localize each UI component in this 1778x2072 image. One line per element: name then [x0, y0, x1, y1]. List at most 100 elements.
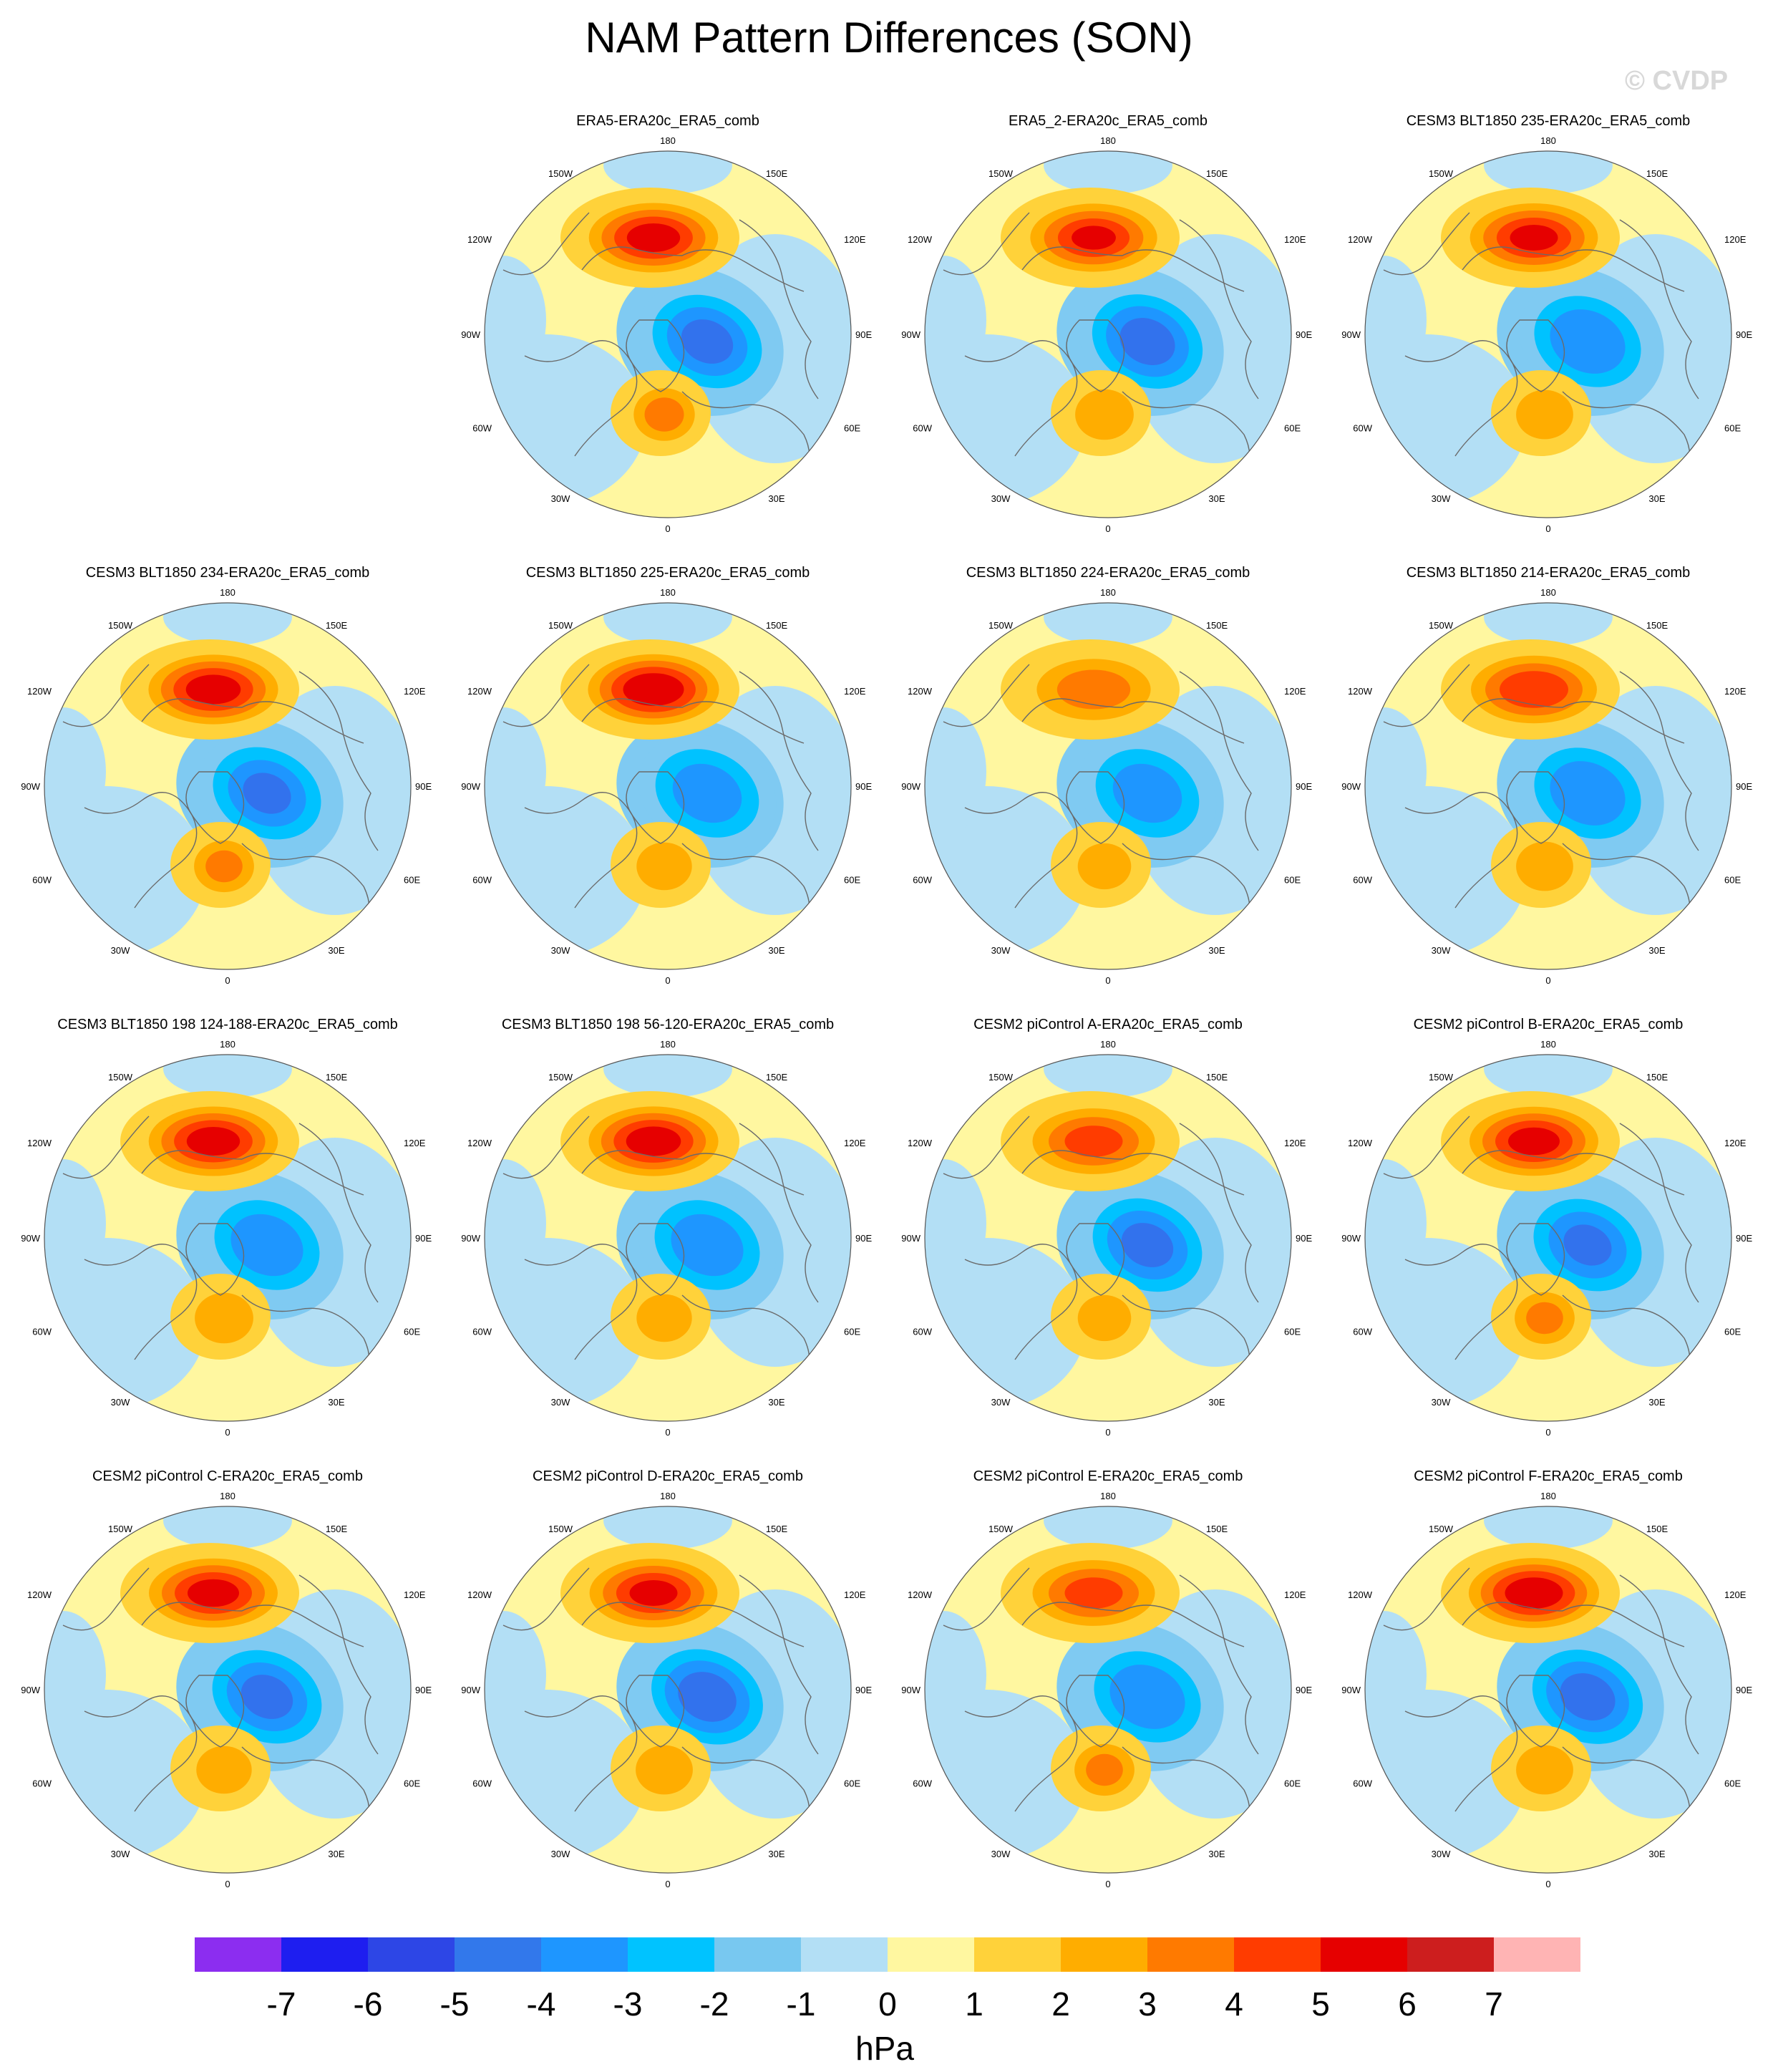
- coastline: [141, 698, 364, 744]
- negative-region: [485, 707, 546, 836]
- negative-region: [925, 1159, 986, 1288]
- panel-title: CESM2 piControl A-ERA20c_ERA5_comb: [973, 1017, 1243, 1032]
- panel-title: CESM2 piControl D-ERA20c_ERA5_comb: [533, 1468, 803, 1484]
- longitude-label: 0: [225, 1879, 230, 1889]
- longitude-label: 150E: [1206, 1524, 1228, 1534]
- negative-region: [603, 1055, 732, 1098]
- panel-title: CESM3 BLT1850 198 56-120-ERA20c_ERA5_com…: [501, 1017, 835, 1032]
- pacific-high-level-4: [1064, 1577, 1123, 1609]
- longitude-label: 30E: [328, 945, 344, 956]
- panel-title: CESM3 BLT1850 234-ERA20c_ERA5_comb: [85, 565, 370, 581]
- map-panel: 180 0 150W 150E 120W 120E 90W 90E 60W 60E 30W 30E: [21, 1491, 432, 1889]
- longitude-label: 30E: [328, 1397, 344, 1408]
- longitude-label: 150E: [1206, 620, 1228, 631]
- longitude-label: 90E: [1296, 329, 1312, 340]
- longitude-label: 180: [1540, 587, 1556, 598]
- longitude-label: 90W: [21, 1233, 40, 1244]
- pacific-high-level-5: [623, 673, 684, 706]
- map-boundary: [1364, 1054, 1732, 1422]
- longitude-label: 30E: [768, 1397, 784, 1408]
- longitude-label: 30E: [1648, 1849, 1665, 1859]
- atlantic-high-level-3: [205, 850, 243, 883]
- coastline: [964, 1695, 1078, 1812]
- pacific-high-level-4: [1500, 671, 1568, 708]
- longitude-label: 150W: [548, 1072, 573, 1083]
- arctic-low-level-4: [678, 1672, 737, 1722]
- longitude-label: 120W: [27, 1138, 52, 1148]
- coastline: [1506, 771, 1565, 844]
- coastline: [1404, 792, 1518, 909]
- negative-region: [163, 603, 292, 646]
- longitude-label: 120W: [1348, 686, 1373, 697]
- longitude-label: 0: [1545, 1427, 1550, 1438]
- longitude-label: 60E: [844, 423, 860, 434]
- longitude-label: 120W: [467, 234, 492, 245]
- colorbar-tick-label: 2: [1051, 1985, 1070, 2023]
- longitude-label: 0: [665, 975, 670, 986]
- longitude-label: 0: [225, 975, 230, 986]
- coastline: [502, 1115, 590, 1179]
- arctic-low-level-4: [1563, 1224, 1612, 1266]
- longitude-label: 30W: [111, 1397, 130, 1408]
- negative-region: [485, 256, 546, 384]
- longitude-label: 90W: [901, 329, 920, 340]
- longitude-label: 60E: [844, 1327, 860, 1337]
- map-boundary: [484, 1506, 852, 1874]
- colorbar-tick-label: 5: [1311, 1985, 1330, 2023]
- coastline: [581, 246, 805, 292]
- negative-region: [603, 1506, 732, 1549]
- negative-region: [1044, 1055, 1172, 1098]
- longitude-label: 90E: [415, 781, 432, 792]
- coastline: [502, 664, 590, 727]
- longitude-label: 60W: [472, 1778, 492, 1789]
- coastline: [1383, 664, 1470, 727]
- negative-region: [44, 1159, 106, 1288]
- coastline: [298, 671, 379, 851]
- longitude-label: 60W: [32, 875, 52, 886]
- longitude-label: 0: [1105, 1879, 1110, 1889]
- coastline: [739, 219, 819, 400]
- longitude-label: 0: [1105, 1427, 1110, 1438]
- watermark: © CVDP: [1625, 66, 1729, 96]
- colorbar-box: [628, 1937, 714, 1972]
- longitude-label: 120W: [1348, 234, 1373, 245]
- colorbar-box: [1061, 1937, 1147, 1972]
- negative-region: [1365, 1159, 1427, 1288]
- coastline: [1179, 219, 1259, 400]
- map-panel: 180 0 150W 150E 120W 120E 90W 90E 60W 60E 30W 30E: [21, 1039, 432, 1438]
- longitude-label: 60W: [913, 1778, 932, 1789]
- coastline: [84, 1695, 198, 1812]
- longitude-label: 0: [225, 1427, 230, 1438]
- panel-title: CESM2 piControl B-ERA20c_ERA5_comb: [1413, 1017, 1684, 1032]
- arctic-low-level-3: [1109, 1665, 1185, 1729]
- map-panel: 180 0 150W 150E 120W 120E 90W 90E 60W 60E 30W 30E: [901, 587, 1312, 986]
- longitude-label: 30W: [551, 1849, 570, 1859]
- longitude-label: 60W: [32, 1327, 52, 1337]
- longitude-label: 90W: [21, 781, 40, 792]
- colorbar: [195, 1937, 1580, 1972]
- coastline: [1066, 1675, 1125, 1748]
- longitude-label: 150W: [988, 1524, 1014, 1534]
- pacific-high-level-5: [1505, 1577, 1563, 1609]
- longitude-label: 90W: [901, 1233, 920, 1244]
- colorbar-tick-label: 7: [1485, 1985, 1503, 2023]
- pacific-high-level-4: [1064, 1125, 1123, 1157]
- longitude-label: 120W: [908, 1138, 933, 1148]
- coastline: [62, 1115, 150, 1179]
- colorbar-box: [1321, 1937, 1407, 1972]
- coastline: [84, 792, 198, 909]
- longitude-label: 60E: [1284, 1778, 1301, 1789]
- longitude-label: 90W: [461, 781, 480, 792]
- longitude-label: 90E: [855, 1685, 872, 1695]
- coastline: [1462, 1602, 1685, 1647]
- longitude-label: 150W: [988, 620, 1014, 631]
- longitude-label: 120E: [404, 1138, 426, 1148]
- colorbar-unit-label: hPa: [855, 2030, 914, 2067]
- longitude-label: 90E: [415, 1685, 432, 1695]
- map-panel: 180 0 150W 150E 120W 120E 90W 90E 60W 60E 30W 30E: [1341, 135, 1752, 534]
- coastline: [1404, 340, 1518, 457]
- longitude-label: 180: [1540, 135, 1556, 146]
- coastline: [626, 1223, 685, 1296]
- longitude-label: 90E: [1296, 1233, 1312, 1244]
